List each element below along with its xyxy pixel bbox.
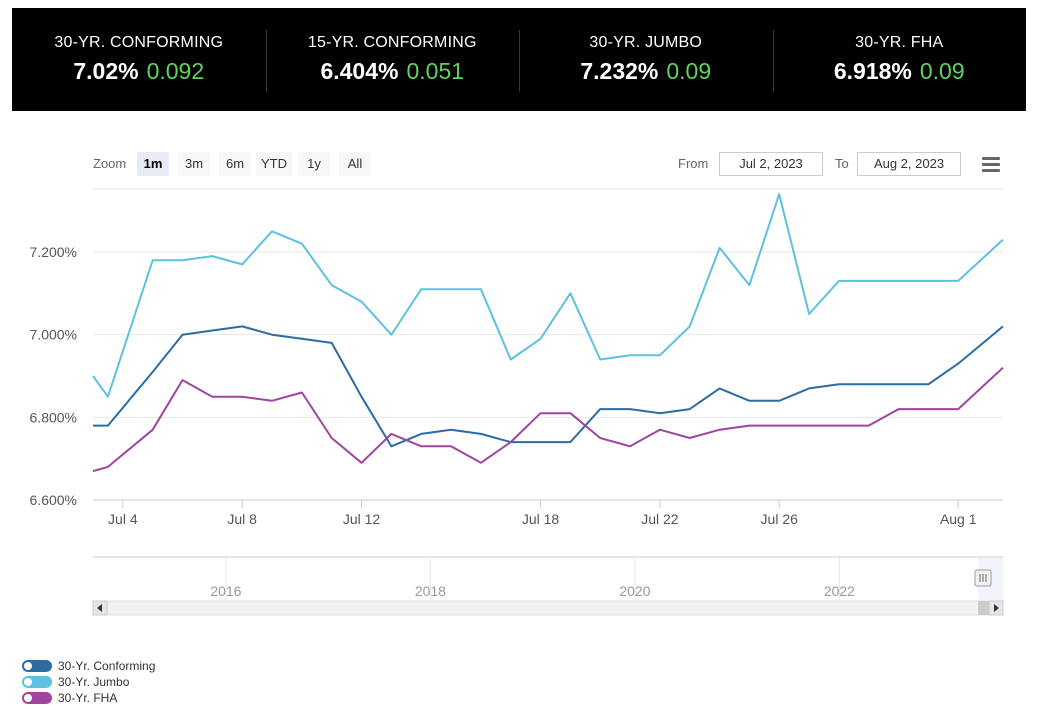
x-tick-label: Jul 8 bbox=[227, 511, 257, 527]
x-tick-label: Jul 26 bbox=[761, 511, 799, 527]
scrollbar-track[interactable] bbox=[92, 600, 1004, 616]
legend-item-30yr-jumbo[interactable]: 30-Yr. Jumbo bbox=[22, 674, 155, 690]
zoom-button-1y[interactable]: 1y bbox=[298, 152, 330, 176]
zoom-button-6m[interactable]: 6m bbox=[219, 152, 251, 176]
ticker-rate: 7.02% bbox=[73, 58, 139, 84]
legend-label: 30-Yr. Conforming bbox=[58, 659, 156, 673]
y-tick-label: 6.600% bbox=[30, 492, 77, 508]
zoom-button-all[interactable]: All bbox=[339, 152, 371, 176]
ticker-item-30yr-conforming: 30-YR. CONFORMING 7.02% 0.092 bbox=[12, 8, 266, 111]
legend-label: 30-Yr. Jumbo bbox=[58, 675, 130, 689]
y-axis-labels: 6.600% 6.800% 7.000% 7.200% bbox=[30, 244, 77, 508]
x-tick-label: Jul 22 bbox=[641, 511, 679, 527]
rate-ticker: 30-YR. CONFORMING 7.02% 0.092 15-YR. CONF… bbox=[12, 8, 1026, 111]
ticker-name: 30-YR. FHA bbox=[855, 34, 944, 51]
series-line-conforming bbox=[93, 325, 1004, 448]
to-date-input[interactable]: Aug 2, 2023 bbox=[857, 152, 961, 176]
zoom-button-ytd[interactable]: YTD bbox=[256, 152, 292, 176]
ticker-name: 30-YR. JUMBO bbox=[589, 34, 703, 51]
series-lines bbox=[92, 193, 1004, 473]
ticker-change: 0.09 bbox=[919, 58, 965, 84]
scrollbar[interactable] bbox=[92, 600, 1004, 616]
zoom-label: Zoom bbox=[93, 156, 127, 171]
navigator-axis: 2016 2018 2020 2022 bbox=[210, 558, 855, 600]
ticker-name: 15-YR. CONFORMING bbox=[307, 34, 477, 51]
navigator-tick-label: 2020 bbox=[619, 583, 650, 599]
toggle-icon[interactable] bbox=[22, 660, 52, 672]
series-line-jumbo bbox=[92, 193, 1004, 398]
ticker-rate: 6.404% bbox=[320, 58, 399, 84]
ticker-rate: 6.918% bbox=[833, 58, 912, 84]
legend-item-30yr-conforming[interactable]: 30-Yr. Conforming bbox=[22, 658, 155, 674]
x-tick-label: Jul 18 bbox=[522, 511, 560, 527]
legend-item-30yr-fha[interactable]: 30-Yr. FHA bbox=[22, 690, 155, 706]
ticker-change: 0.092 bbox=[146, 58, 205, 84]
ticker-item-15yr-conforming: 15-YR. CONFORMING 6.404% 0.051 bbox=[265, 8, 520, 111]
ticker-name: 30-YR. CONFORMING bbox=[54, 34, 224, 51]
zoom-button-1m[interactable]: 1m bbox=[137, 152, 169, 176]
x-axis: Jul 4 Jul 8 Jul 12 Jul 18 Jul 22 Jul 26 Aug 1 bbox=[93, 499, 1003, 527]
from-date-input[interactable]: Jul 2, 2023 bbox=[719, 152, 823, 176]
navigator-tick-label: 2022 bbox=[824, 583, 855, 599]
legend: 30-Yr. Conforming 30-Yr. Jumbo 30-Yr. FH… bbox=[22, 658, 155, 706]
ticker-rate: 7.232% bbox=[580, 58, 659, 84]
navigator[interactable]: 2016 2018 2020 2022 bbox=[93, 556, 1003, 601]
y-tick-label: 7.200% bbox=[30, 244, 77, 260]
ticker-change: 0.09 bbox=[666, 58, 712, 84]
arrow-left-icon bbox=[97, 604, 102, 612]
from-label: From bbox=[678, 156, 709, 171]
ticker-change: 0.051 bbox=[406, 58, 465, 84]
zoom-button-3m[interactable]: 3m bbox=[178, 152, 210, 176]
rates-line-chart: 6.600% 6.800% 7.000% 7.200% Jul 4 Jul 8 Jul 1… bbox=[30, 188, 1004, 616]
series-line-fha bbox=[92, 366, 1004, 473]
toggle-icon[interactable] bbox=[22, 676, 52, 688]
arrow-right-icon bbox=[994, 604, 999, 612]
hamburger-menu-icon[interactable] bbox=[982, 157, 1000, 175]
y-tick-label: 7.000% bbox=[30, 327, 77, 343]
navigator-tick-label: 2016 bbox=[210, 583, 241, 599]
ticker-item-30yr-fha: 30-YR. FHA 6.918% 0.09 bbox=[772, 8, 1027, 111]
y-tick-label: 6.800% bbox=[30, 409, 77, 425]
to-label: To bbox=[835, 156, 849, 171]
scrollbar-thumb[interactable] bbox=[978, 601, 990, 615]
x-tick-label: Jul 12 bbox=[343, 511, 381, 527]
toggle-icon[interactable] bbox=[22, 692, 52, 704]
legend-label: 30-Yr. FHA bbox=[58, 691, 118, 705]
x-tick-label: Jul 4 bbox=[108, 511, 138, 527]
navigator-tick-label: 2018 bbox=[415, 583, 446, 599]
grid-lines bbox=[93, 251, 1003, 501]
x-tick-label: Aug 1 bbox=[940, 511, 977, 527]
ticker-item-30yr-jumbo: 30-YR. JUMBO 7.232% 0.09 bbox=[519, 8, 773, 111]
